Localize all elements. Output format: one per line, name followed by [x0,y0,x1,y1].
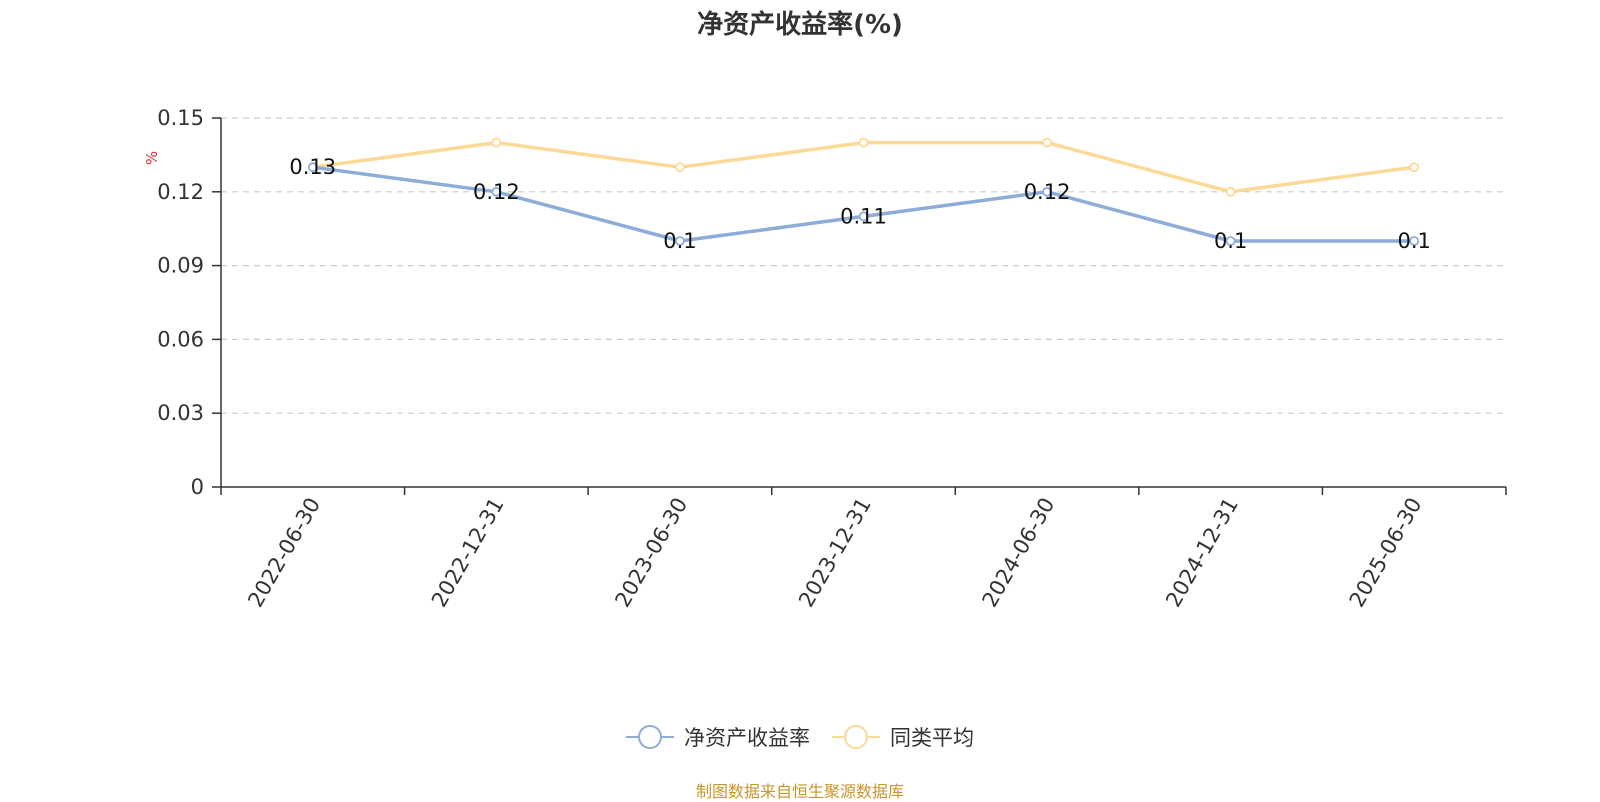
x-tick-label: 2022-12-31 [427,494,509,612]
y-tick-label: 0.09 [157,254,204,278]
data-point [1409,236,1420,246]
y-tick-label: 0.06 [157,327,204,351]
x-tick-label: 2022-06-30 [243,494,325,612]
series-lines [307,137,1420,246]
legend-marker-peer-average-icon [832,725,880,749]
data-point [1225,236,1236,246]
legend-label-roe: 净资产收益率 [684,726,810,750]
x-tick-label: 2025-06-30 [1345,494,1427,612]
y-tick-label: 0 [191,475,204,499]
data-point [675,236,685,246]
data-point [675,162,685,173]
data-label: 0.1 [663,229,696,253]
x-tick-label: 2024-06-30 [978,494,1060,612]
data-label: 0.1 [1398,229,1431,253]
data-point [491,137,502,148]
data-point [1225,186,1236,197]
y-axis-unit-label: % [143,151,161,165]
data-label: 0.11 [840,204,887,228]
legend-item-roe[interactable]: 净资产收益率 [626,722,810,752]
legend-marker-roe-icon [626,725,674,749]
data-point [307,162,318,173]
legend-label-peer-average: 同类平均 [890,726,974,750]
data-label: 0.12 [1024,180,1071,204]
legend-item-peer-average[interactable]: 同类平均 [832,722,974,752]
x-tick-label: 2023-12-31 [794,494,876,612]
data-label: 0.12 [473,180,520,204]
legend: 净资产收益率 同类平均 [0,722,1600,752]
grid-lines [221,117,1506,414]
data-point [858,211,869,222]
x-tick-label: 2024-12-31 [1161,494,1243,612]
data-point [1409,162,1420,173]
data-point [858,137,869,148]
data-label: 0.13 [289,155,336,179]
data-label: 0.1 [1214,229,1247,253]
x-tick-label: 2023-06-30 [610,494,692,612]
y-tick-label: 0.15 [157,106,204,130]
data-labels: 0.13 0.12 0.1 0.11 0.12 0.1 0.1 [289,155,1431,253]
y-tick-label: 0.03 [157,401,204,425]
data-point [491,186,502,197]
data-point [1042,186,1052,197]
source-note: 制图数据来自恒生聚源数据库 [695,782,904,801]
data-point [1042,137,1052,148]
chart-title: 净资产收益率(%) [697,10,903,40]
y-tick-label: 0.12 [157,180,204,204]
